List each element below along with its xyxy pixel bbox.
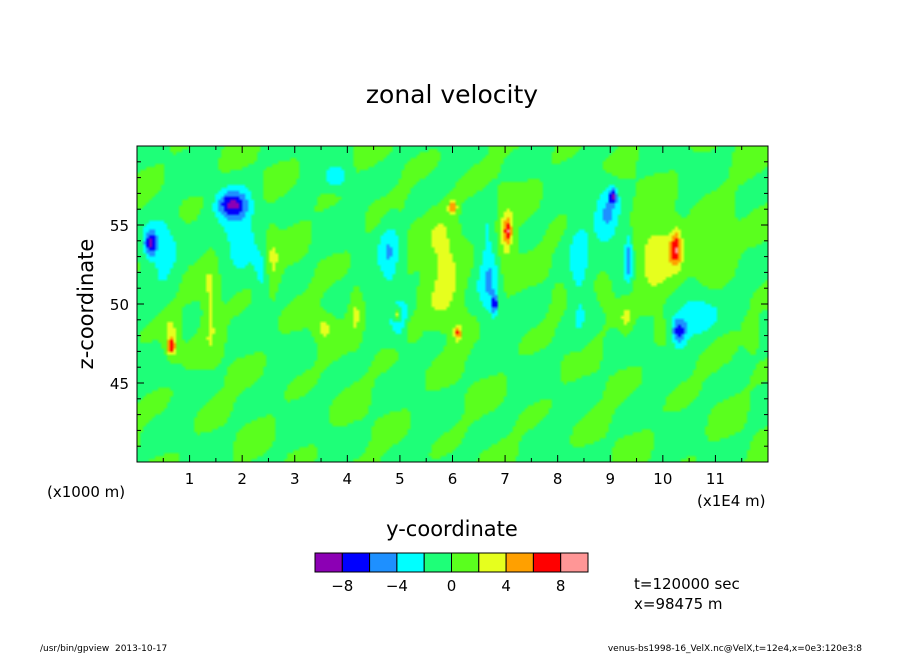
colorbar-swatch	[533, 553, 560, 572]
x-axis-title: y-coordinate	[386, 517, 518, 541]
time-annotation: t=120000 sec	[634, 575, 740, 593]
chart-title: zonal velocity	[366, 80, 538, 109]
colorbar-tick-label: −4	[386, 577, 408, 595]
y-tick-label: 55	[110, 217, 129, 235]
colorbar-swatch	[342, 553, 369, 572]
x-position-annotation: x=98475 m	[634, 595, 723, 613]
x-tick-label: 8	[553, 470, 563, 488]
x-tick-label: 1	[185, 470, 195, 488]
y-tick-label: 45	[110, 375, 129, 393]
x-tick-label: 3	[290, 470, 300, 488]
heatmap-field	[137, 146, 768, 462]
colorbar-swatch	[370, 553, 397, 572]
y-axis-title: z-coordinate	[74, 239, 98, 370]
x-tick-label: 2	[237, 470, 247, 488]
colorbar-tick-label: 0	[447, 577, 457, 595]
heatmap-image	[137, 146, 768, 462]
x-tick-label: 11	[706, 470, 725, 488]
x-multiplier-note: (x1E4 m)	[697, 492, 766, 510]
footer-left: /usr/bin/gpview 2013-10-17	[40, 644, 167, 654]
y-multiplier-note: (x1000 m)	[47, 483, 125, 501]
colorbar-tick-label: −8	[331, 577, 353, 595]
colorbar-swatch	[452, 553, 479, 572]
colorbar-swatch	[397, 553, 424, 572]
colorbar-swatch	[315, 553, 342, 572]
x-tick-label: 6	[448, 470, 458, 488]
colorbar-tick-label: 4	[501, 577, 511, 595]
x-tick-label: 5	[395, 470, 405, 488]
colorbar-tick-label: 8	[556, 577, 566, 595]
x-tick-label: 10	[653, 470, 672, 488]
y-tick-label: 50	[110, 296, 129, 314]
colorbar-swatch	[561, 553, 588, 572]
x-tick-label: 4	[343, 470, 353, 488]
colorbar-swatch	[479, 553, 506, 572]
x-tick-label: 7	[500, 470, 510, 488]
footer-right: venus-bs1998-16_VelX.nc@VelX,t=12e4,x=0e…	[608, 644, 862, 654]
colorbar: −8 −4 0 4 8	[315, 553, 588, 595]
colorbar-swatch	[424, 553, 451, 572]
colorbar-swatch	[506, 553, 533, 572]
x-tick-label: 9	[605, 470, 615, 488]
